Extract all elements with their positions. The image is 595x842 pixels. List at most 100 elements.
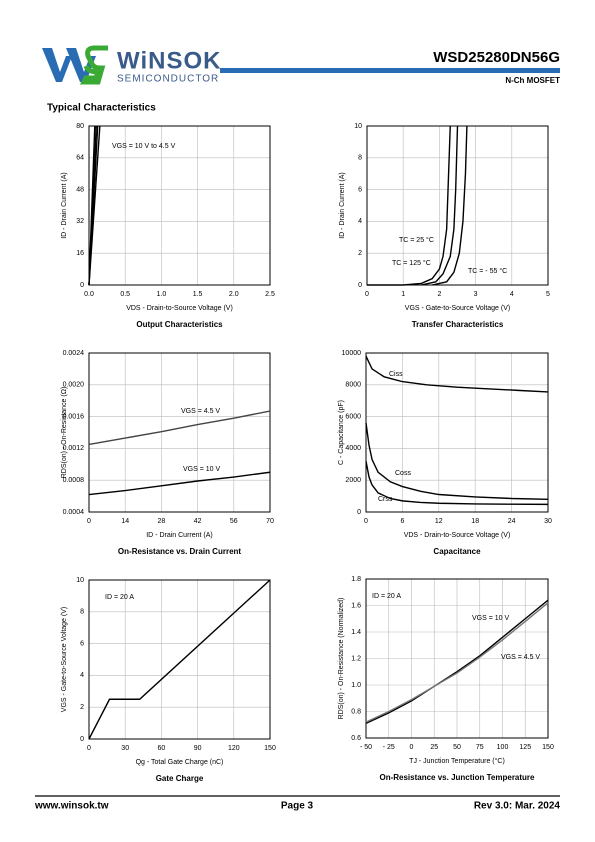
chart: 0 1 2 3 4 5 0 2 4 6 8 10 TC = 125 °C TC = 25 °C TC = -…: [339, 123, 550, 329]
chart: 0 6 12 18 24 30 0 2000 4000 6000 8000 10000 Ciss Coss…: [338, 350, 552, 556]
y-tick-label: 0: [80, 736, 84, 743]
y-tick-label: 0.6: [351, 735, 361, 742]
header-bar: [220, 68, 560, 73]
x-tick-label: 75: [476, 744, 484, 751]
y-tick-label: 1.2: [351, 655, 361, 662]
y-tick-label: 0.0012: [63, 445, 85, 452]
x-tick-label: 0.0: [84, 291, 94, 298]
plot-frame: [88, 579, 271, 740]
y-tick-label: 6: [358, 186, 362, 193]
brand: WiNSOK: [117, 47, 221, 74]
series-label: TC = - 55 °C: [468, 267, 507, 275]
y-tick-label: 4: [358, 218, 362, 225]
series-label: VGS = 4.5 V: [501, 654, 540, 661]
y-tick-label: 0.0024: [63, 350, 85, 357]
series-line: [367, 125, 451, 286]
x-tick-label: 18: [471, 518, 479, 525]
series-line: [432, 125, 468, 286]
x-tick-label: 100: [497, 744, 509, 751]
series-label: VGS = 10 V: [183, 466, 220, 473]
footer-website: www.winsok.tw: [34, 801, 109, 812]
x-tick-label: 30: [544, 518, 552, 525]
y-axis-label: RDS(on) - On-Resistance (Ω): [61, 387, 68, 479]
footer-revision: Rev 3.0: Mar. 2024: [474, 801, 561, 812]
series-line: [88, 579, 271, 740]
series-line: [365, 599, 549, 725]
device-type: N-Ch MOSFET: [505, 76, 560, 85]
y-tick-label: 1.0: [351, 682, 361, 689]
section-title: Typical Characteristics: [47, 103, 156, 114]
x-tick-label: 60: [158, 745, 166, 752]
x-tick-label: 150: [264, 745, 276, 752]
plot-frame: [88, 125, 271, 286]
series-line: [365, 422, 549, 500]
chart-title: Capacitance: [433, 547, 481, 556]
y-tick-label: 2: [80, 704, 84, 711]
x-tick-label: 4: [510, 291, 514, 298]
chart: 0 30 60 90 120 150 0 2 4 6 8 10 ID = 20 A Qg - Total …: [61, 577, 276, 783]
x-tick-label: 30: [121, 745, 129, 752]
y-tick-label: 6: [80, 640, 84, 647]
x-axis-label: VDS - Drain-to-Source Voltage (V): [126, 305, 233, 312]
x-tick-label: 70: [266, 518, 274, 525]
x-tick-label: 0: [410, 744, 414, 751]
x-tick-label: 0: [87, 745, 91, 752]
y-tick-label: 4000: [345, 445, 361, 452]
logo-icon: [42, 45, 108, 85]
x-tick-label: 150: [542, 744, 554, 751]
x-tick-label: 1.5: [193, 291, 203, 298]
x-tick-label: 1: [401, 291, 405, 298]
series-label: TC = 125 °C: [392, 259, 431, 267]
y-tick-label: 8000: [345, 382, 361, 389]
y-tick-label: 0.0016: [63, 413, 85, 420]
x-tick-label: - 50: [360, 744, 372, 751]
footer-page: Page 3: [281, 801, 314, 812]
x-tick-label: 50: [453, 744, 461, 751]
chart-title: Transfer Characteristics: [412, 320, 504, 329]
y-tick-label: 6000: [345, 413, 361, 420]
y-tick-label: 48: [76, 186, 84, 193]
series-line: [88, 471, 271, 496]
series-line: [365, 460, 549, 506]
logo-s: [79, 45, 108, 85]
series-line: [421, 125, 459, 286]
x-tick-label: 0: [365, 291, 369, 298]
series-line: [365, 355, 549, 393]
x-axis-label: VGS - Gate-to-Source Voltage (V): [405, 305, 510, 312]
y-tick-label: 80: [76, 123, 84, 130]
x-axis-label: Qg - Total Gate Charge (nC): [136, 759, 224, 766]
y-tick-label: 1.4: [351, 629, 361, 636]
x-tick-label: 125: [519, 744, 531, 751]
x-tick-label: 56: [230, 518, 238, 525]
series-label: TC = 25 °C: [399, 236, 434, 244]
y-axis-label: ID - Drain Current (A): [339, 172, 346, 239]
y-tick-label: 32: [76, 218, 84, 225]
y-tick-label: 8: [358, 155, 362, 162]
plot-frame: [365, 578, 549, 739]
y-tick-label: 2: [358, 250, 362, 257]
y-tick-label: 0: [358, 282, 362, 289]
chart: 0 14 28 42 56 70 0.0004 0.0008 0.0012 0.0016 0.002…: [61, 350, 274, 556]
series-label: VGS = 10 V: [472, 615, 509, 622]
y-tick-label: 8: [80, 609, 84, 616]
x-tick-label: 12: [435, 518, 443, 525]
annotation: VGS = 10 V to 4.5 V: [112, 143, 176, 150]
y-tick-label: 0: [357, 509, 361, 516]
series-line: [365, 602, 549, 723]
x-tick-label: 2.5: [265, 291, 275, 298]
y-axis-label: C - Capacitance (pF): [338, 400, 345, 465]
x-tick-label: 3: [474, 291, 478, 298]
y-tick-label: 0: [80, 282, 84, 289]
y-tick-label: 64: [76, 155, 84, 162]
y-axis-label: ID - Drain Current (A): [61, 172, 68, 239]
y-tick-label: 10: [76, 577, 84, 584]
chart: - 50 - 25 0 25 50 75 100 125 150 0.6 0.8 1.0 1.2 1.4 1…: [338, 576, 554, 782]
x-tick-label: 120: [228, 745, 240, 752]
y-tick-label: 16: [76, 250, 84, 257]
series-label: Crss: [378, 496, 393, 503]
chart: 0.0 0.5 1.0 1.5 2.0 2.5 0 16 32 48 64 80 VGS = 10 V …: [61, 123, 275, 329]
x-axis-label: ID - Drain Current (A): [146, 532, 213, 539]
plot-frame: [365, 352, 549, 513]
annotation: ID = 20 A: [372, 593, 401, 600]
